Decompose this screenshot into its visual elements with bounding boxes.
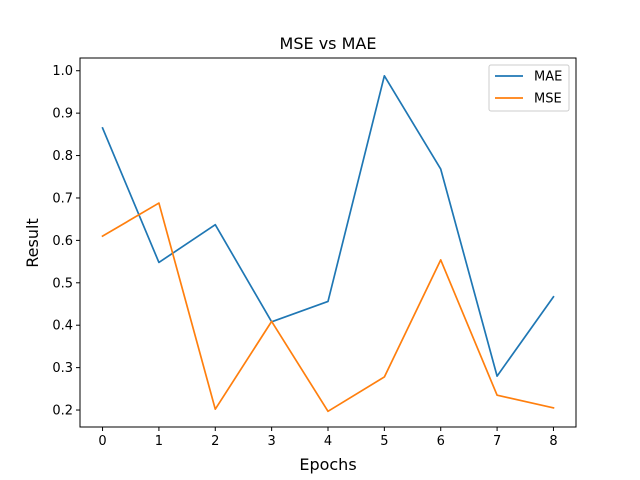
x-axis-label: Epochs: [299, 455, 356, 474]
x-axis: 0 1 2 3 4 5 6 7 8: [98, 427, 558, 449]
y-tick-label: 0.7: [52, 191, 73, 206]
x-tick-label: 7: [493, 434, 501, 449]
x-tick-label: 6: [437, 434, 445, 449]
y-tick-label: 1.0: [52, 64, 73, 79]
legend: MAE MSE: [488, 64, 570, 112]
series-line-mse: [101, 202, 555, 413]
y-tick-label: 0.6: [52, 234, 73, 249]
y-axis: 0.2 0.3 0.4 0.5 0.6 0.7 0.8 0.9 1.0: [52, 64, 80, 419]
series-lines: [101, 74, 555, 413]
y-tick-label: 0.4: [52, 319, 73, 334]
x-tick-label: 2: [211, 434, 219, 449]
legend-label-mae: MAE: [534, 70, 562, 85]
plot-area: [79, 57, 577, 428]
x-tick-label: 5: [380, 434, 388, 449]
series-line-mae: [101, 74, 555, 377]
y-tick-label: 0.3: [52, 361, 73, 376]
x-tick-label: 8: [549, 434, 557, 449]
y-tick-label: 0.8: [52, 149, 73, 164]
plot-frame: [79, 57, 577, 428]
y-tick-label: 0.5: [52, 276, 73, 291]
x-tick-label: 0: [98, 434, 106, 449]
y-tick-label: 0.2: [52, 404, 73, 419]
chart-title: MSE vs MAE: [280, 34, 377, 53]
legend-label-mse: MSE: [534, 92, 562, 107]
x-tick-label: 3: [267, 434, 275, 449]
y-tick-label: 0.9: [52, 107, 73, 122]
x-tick-label: 4: [324, 434, 332, 449]
x-tick-label: 1: [155, 434, 163, 449]
y-axis-label: Result: [23, 218, 42, 267]
